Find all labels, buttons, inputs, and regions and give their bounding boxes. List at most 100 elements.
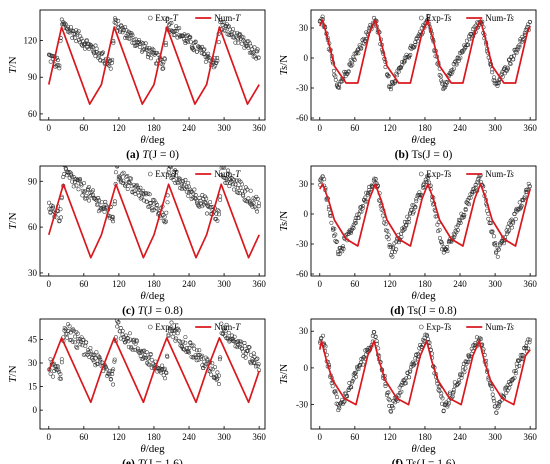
exp-point xyxy=(84,196,89,201)
exp-point xyxy=(234,190,239,195)
exp-point xyxy=(118,178,123,183)
exp-point xyxy=(244,348,249,353)
x-tick-label: 300 xyxy=(217,279,231,289)
y-axis-title-symbol: T xyxy=(7,67,19,74)
exp-point xyxy=(94,46,99,51)
exp-point xyxy=(320,14,325,19)
exp-point xyxy=(82,42,86,47)
exp-point xyxy=(194,49,199,54)
exp-point xyxy=(255,209,260,214)
exp-point xyxy=(149,357,154,362)
exp-point xyxy=(490,70,495,75)
exp-point xyxy=(512,375,517,380)
exp-point xyxy=(58,207,63,212)
exp-point xyxy=(144,350,149,355)
legend-num-symbol: Ts xyxy=(506,13,514,23)
y-axis-title: T/N xyxy=(7,365,19,382)
exp-point xyxy=(363,195,368,200)
exp-point xyxy=(347,62,352,67)
exp-point xyxy=(523,190,528,194)
exp-point xyxy=(233,40,238,45)
exp-point xyxy=(242,197,247,202)
exp-point xyxy=(477,175,482,180)
exp-point xyxy=(62,21,67,26)
exp-point xyxy=(76,337,81,342)
exp-point xyxy=(205,56,210,61)
exp-point xyxy=(70,339,75,344)
exp-point xyxy=(521,353,525,358)
exp-point xyxy=(386,390,391,395)
exp-point xyxy=(155,202,160,207)
legend-exp-symbol: T xyxy=(173,13,179,23)
exp-point xyxy=(128,337,133,342)
exp-point xyxy=(186,193,191,198)
exp-point xyxy=(57,218,62,223)
exp-point xyxy=(160,367,165,372)
exp-point xyxy=(496,401,501,406)
y-tick-label: 30 xyxy=(28,268,38,278)
exp-point xyxy=(355,366,360,371)
exp-point xyxy=(350,379,355,383)
plot-area xyxy=(317,13,532,92)
exp-point xyxy=(162,214,167,219)
y-tick-label: -60 xyxy=(296,113,308,123)
exp-point xyxy=(150,46,155,51)
exp-point xyxy=(342,69,347,74)
x-tick-label: 300 xyxy=(217,123,231,133)
exp-point xyxy=(113,17,118,22)
exp-point xyxy=(344,393,349,398)
y-tick-label: -60 xyxy=(296,269,308,279)
exp-point xyxy=(84,193,89,198)
exp-point xyxy=(520,38,525,43)
exp-point xyxy=(173,29,178,33)
exp-point xyxy=(183,38,188,43)
caption-letter: (d) xyxy=(390,305,407,317)
exp-point xyxy=(48,371,53,376)
exp-point xyxy=(58,372,63,377)
exp-point xyxy=(241,193,246,198)
exp-point xyxy=(214,60,219,65)
exp-point xyxy=(104,367,109,372)
exp-point xyxy=(444,400,449,405)
exp-point xyxy=(462,370,467,375)
exp-point xyxy=(129,184,134,189)
exp-point xyxy=(51,374,55,379)
exp-point xyxy=(206,204,211,209)
exp-point xyxy=(507,385,512,390)
exp-point xyxy=(110,60,114,65)
exp-point xyxy=(388,87,393,92)
exp-point xyxy=(204,362,209,367)
exp-point xyxy=(340,397,345,402)
exp-point xyxy=(505,225,510,230)
y-axis-title-unit: /N xyxy=(278,55,290,66)
exp-point xyxy=(507,228,512,233)
exp-point xyxy=(124,28,129,33)
legend-num-label: Num-T xyxy=(214,169,241,179)
exp-point xyxy=(55,58,60,63)
exp-point xyxy=(75,345,80,350)
exp-point xyxy=(396,69,401,74)
exp-point xyxy=(227,339,232,344)
exp-point xyxy=(110,372,115,376)
x-tick-label: 60 xyxy=(79,432,89,442)
legend-num-prefix: Num- xyxy=(214,322,235,332)
exp-point xyxy=(150,208,155,213)
exp-point xyxy=(98,58,103,63)
exp-point xyxy=(205,357,210,362)
plot-frame xyxy=(310,165,537,277)
exp-point xyxy=(435,222,440,227)
exp-point xyxy=(458,373,463,378)
exp-point xyxy=(463,359,468,364)
exp-point xyxy=(515,364,520,369)
exp-point xyxy=(437,73,442,77)
exp-point xyxy=(254,206,259,211)
y-tick-label: 0 xyxy=(304,209,309,219)
exp-point xyxy=(365,192,370,197)
exp-point xyxy=(513,217,518,222)
exp-point xyxy=(445,80,450,85)
legend-exp-symbol: Ts xyxy=(444,169,452,179)
exp-point xyxy=(96,196,101,200)
exp-point xyxy=(200,353,205,358)
exp-point xyxy=(467,202,472,207)
exp-point xyxy=(357,43,362,48)
